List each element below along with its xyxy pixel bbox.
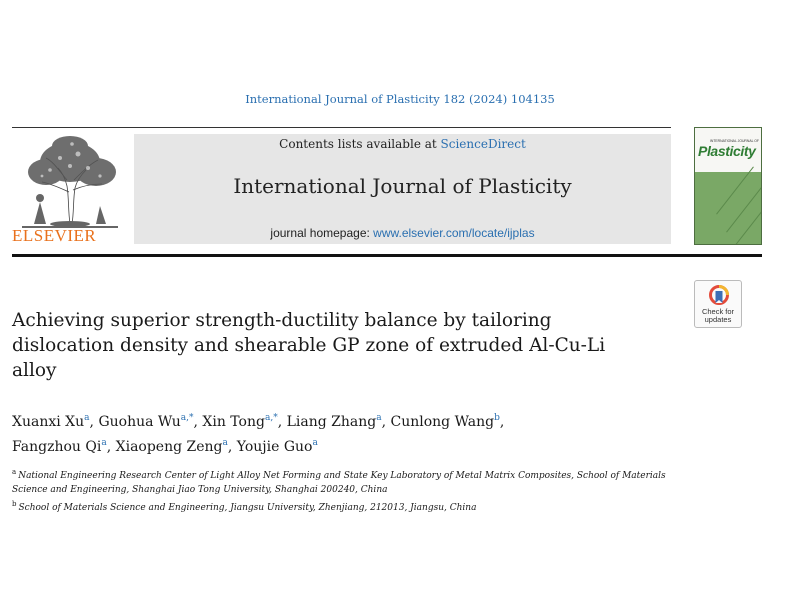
paper-title: Achieving superior strength-ductility ba… bbox=[12, 310, 606, 381]
author-affiliation-mark[interactable]: a bbox=[84, 413, 90, 423]
affiliation-item: a National Engineering Research Center of… bbox=[12, 465, 692, 497]
author-affiliation-mark[interactable]: a bbox=[376, 413, 382, 423]
affiliation-item: b School of Materials Science and Enginee… bbox=[12, 497, 692, 515]
journal-title: International Journal of Plasticity bbox=[233, 174, 572, 198]
author[interactable]: Liang Zhanga bbox=[286, 413, 382, 430]
publisher-wordmark: ELSEVIER bbox=[12, 226, 97, 245]
journal-homepage-line: journal homepage: www.elsevier.com/locat… bbox=[134, 226, 671, 240]
author-affiliation-mark[interactable]: a bbox=[222, 438, 228, 448]
crossmark-icon bbox=[709, 285, 729, 305]
sciencedirect-link[interactable]: ScienceDirect bbox=[440, 137, 526, 151]
author-affiliation-mark[interactable]: b bbox=[494, 413, 500, 423]
affiliation-key: a bbox=[12, 468, 17, 476]
cover-stripe bbox=[734, 206, 761, 244]
cover-stripe bbox=[716, 166, 754, 215]
author-affiliation-mark[interactable]: a bbox=[312, 438, 318, 448]
journal-homepage-link[interactable]: www.elsevier.com/locate/ijplas bbox=[373, 226, 535, 240]
affiliation-text: School of Materials Science and Engineer… bbox=[18, 503, 477, 513]
journal-cover-thumbnail[interactable]: INTERNATIONAL JOURNAL OF Plasticity bbox=[694, 127, 762, 245]
contents-availability-line: Contents lists available at ScienceDirec… bbox=[134, 137, 671, 151]
journal-masthead: Contents lists available at ScienceDirec… bbox=[134, 134, 671, 244]
cover-kicker: INTERNATIONAL JOURNAL OF bbox=[709, 139, 759, 143]
crossmark-label-line1: Check for bbox=[701, 307, 735, 316]
author[interactable]: Fangzhou Qia bbox=[12, 438, 107, 455]
affiliation-text: National Engineering Research Center of … bbox=[12, 471, 666, 495]
crossmark-label-line2: updates bbox=[704, 315, 732, 324]
affiliation-key: b bbox=[12, 500, 17, 508]
homepage-prefix: journal homepage: bbox=[270, 226, 374, 240]
header-bottom-rule bbox=[12, 254, 762, 257]
affiliation-list: a National Engineering Research Center of… bbox=[12, 465, 692, 515]
author[interactable]: Youjie Guoa bbox=[236, 438, 318, 455]
cover-header-band bbox=[695, 128, 761, 172]
contents-prefix: Contents lists available at bbox=[279, 137, 441, 151]
author-affiliation-mark[interactable]: a bbox=[101, 438, 107, 448]
author[interactable]: Xiaopeng Zenga bbox=[115, 438, 228, 455]
cover-wordmark: Plasticity bbox=[698, 143, 756, 159]
crossmark-label: Check for updates bbox=[695, 308, 741, 324]
author-list: Xuanxi Xua, Guohua Wua,*, Xin Tonga,*, L… bbox=[12, 413, 505, 455]
author-affiliation-mark[interactable]: a,* bbox=[264, 413, 278, 423]
cover-stripe bbox=[726, 184, 761, 233]
author[interactable]: Xin Tonga,* bbox=[202, 413, 278, 430]
author[interactable]: Cunlong Wangb bbox=[390, 413, 500, 430]
check-for-updates-button[interactable]: Check for updates bbox=[694, 280, 742, 328]
author[interactable]: Xuanxi Xua bbox=[12, 413, 90, 430]
elsevier-tree-logo bbox=[12, 132, 128, 248]
header-top-rule bbox=[12, 127, 671, 128]
author[interactable]: Guohua Wua,* bbox=[98, 413, 194, 430]
journal-citation[interactable]: International Journal of Plasticity 182 … bbox=[245, 92, 555, 106]
author-affiliation-mark[interactable]: a,* bbox=[180, 413, 194, 423]
